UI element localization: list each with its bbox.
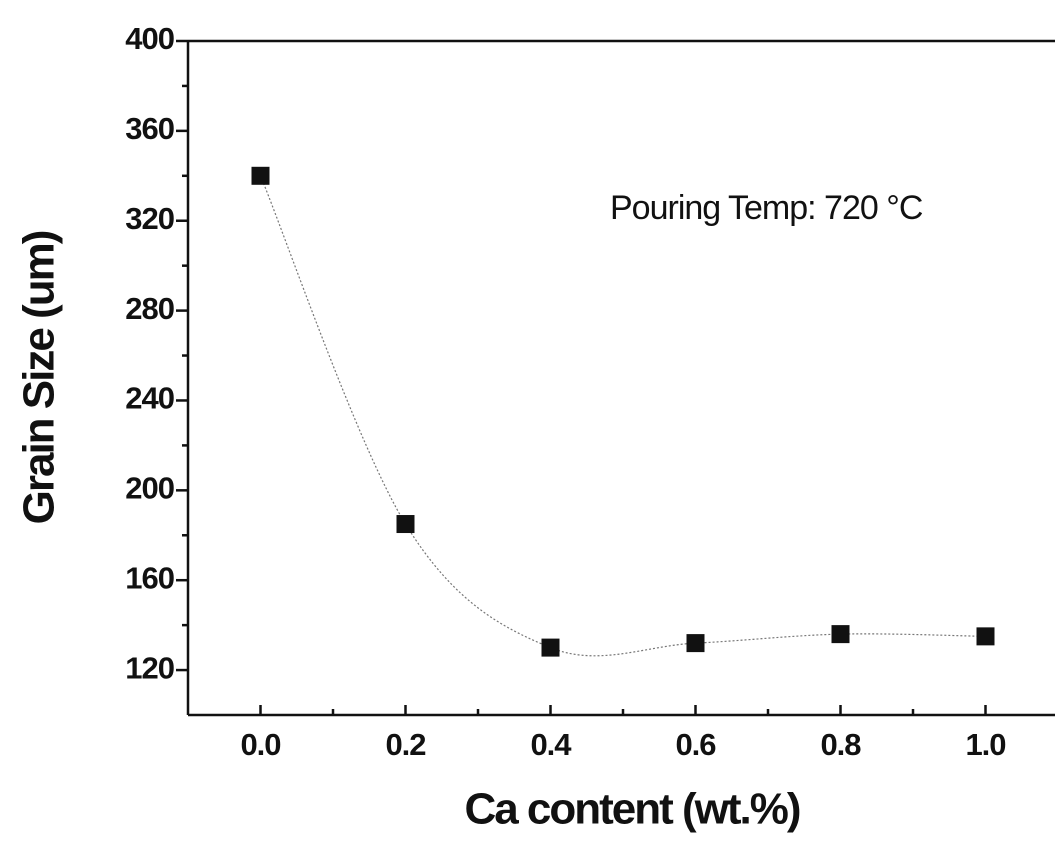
x-tick-label: 0.4 [530, 727, 572, 762]
data-point [686, 634, 705, 653]
y-tick-label: 200 [125, 471, 174, 506]
fit-curve [259, 175, 986, 657]
y-tick-label: 120 [125, 650, 174, 685]
x-tick-label: 0.0 [240, 727, 280, 762]
y-tick-label: 320 [125, 201, 174, 236]
y-tick-label: 360 [125, 111, 174, 146]
data-point [541, 638, 560, 657]
y-tick-label: 240 [125, 381, 174, 416]
data-point [251, 166, 270, 185]
x-tick-label: 0.6 [675, 727, 716, 762]
y-axis-title: Grain Size (um) [15, 231, 64, 524]
data-point [976, 627, 995, 646]
y-tick-label: 280 [125, 291, 174, 326]
x-tick-label: 1.0 [965, 727, 1005, 762]
y-tick-label: 160 [125, 560, 174, 595]
y-tick-label: 400 [125, 21, 174, 56]
x-tick-label: 0.8 [820, 727, 861, 762]
annotation: Pouring Temp: 720 °C [610, 189, 923, 227]
x-tick-label: 0.2 [385, 727, 425, 762]
data-point [396, 515, 415, 534]
x-axis-title: Ca content (wt.%) [464, 785, 799, 834]
data-point [831, 625, 850, 644]
